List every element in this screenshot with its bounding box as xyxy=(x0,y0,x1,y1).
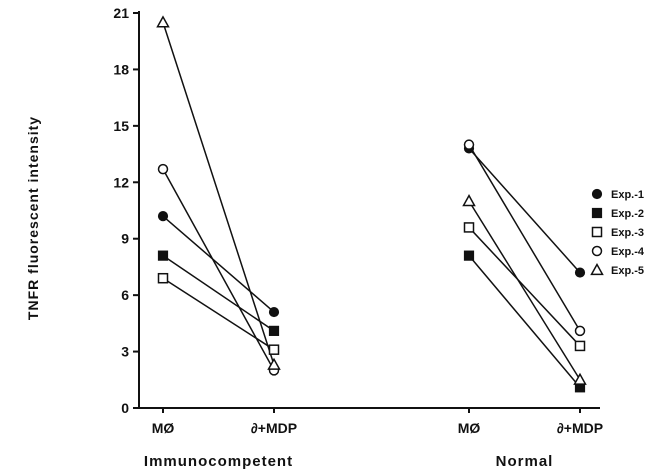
x-category-label: MØ xyxy=(152,420,175,436)
data-point-exp-5 xyxy=(267,357,281,370)
y-tick-label: 18 xyxy=(113,61,129,77)
data-point-exp-4 xyxy=(574,325,586,337)
series-line-exp-1-normal xyxy=(468,147,581,274)
legend-label: Exp.-2 xyxy=(611,208,644,220)
data-point-exp-1 xyxy=(268,306,280,318)
group-label: Normal xyxy=(496,453,554,470)
y-tick-label: 21 xyxy=(113,5,129,21)
series-line-exp-2-immunocompetent xyxy=(162,255,275,332)
y-tick-label: 6 xyxy=(121,287,129,303)
x-category-label: ∂+MDP xyxy=(251,420,297,436)
data-point-exp-1 xyxy=(157,211,169,222)
data-point-exp-3 xyxy=(463,222,475,233)
y-tick-label: 0 xyxy=(121,400,129,416)
x-category-label: MØ xyxy=(458,420,481,436)
y-tick-label: 12 xyxy=(113,174,129,190)
series-line-exp-1-immunocompetent xyxy=(162,215,275,313)
group-label: Immunocompetent xyxy=(144,453,293,470)
data-point-exp-2 xyxy=(463,250,475,261)
y-tick-label: 3 xyxy=(121,344,129,360)
data-point-exp-5 xyxy=(462,194,476,207)
series-lines xyxy=(162,22,581,388)
data-point-exp-3 xyxy=(157,272,169,284)
category-labels: MØ ∂+MDP MØ ∂+MDP xyxy=(152,420,603,436)
legend-label: Exp.-3 xyxy=(611,227,644,239)
series-line-exp-4-immunocompetent xyxy=(162,168,275,371)
data-point-exp-2 xyxy=(157,250,169,261)
data-point-exp-1 xyxy=(574,267,586,278)
data-point-exp-5 xyxy=(156,15,170,28)
data-point-exp-5 xyxy=(573,372,587,385)
legend-label: Exp.-1 xyxy=(611,189,644,201)
y-tick-label: 15 xyxy=(113,118,129,134)
data-point-exp-2 xyxy=(268,325,280,336)
data-point-exp-3 xyxy=(574,340,586,352)
legend-marker-exp-3 xyxy=(591,226,603,238)
series-line-exp-5-normal xyxy=(468,200,581,381)
data-point-exp-4 xyxy=(463,139,475,150)
axes xyxy=(138,11,600,413)
x-category-label: ∂+MDP xyxy=(557,420,603,436)
legend-label: Exp.-4 xyxy=(611,246,645,258)
series-markers xyxy=(156,15,587,393)
legend-marker-exp-2 xyxy=(591,207,603,219)
y-axis-label: TNFR fluorescent intensity xyxy=(25,116,41,320)
series-line-exp-2-normal xyxy=(468,255,581,388)
legend-label: Exp.-5 xyxy=(611,265,644,277)
group-labels: Immunocompetent Normal xyxy=(144,453,554,470)
legend-marker-exp-4 xyxy=(591,245,603,257)
y-ticks: 0 3 6 9 12 15 18 21 xyxy=(113,5,139,416)
data-point-exp-4 xyxy=(157,163,169,175)
data-point-exp-3 xyxy=(268,344,280,355)
legend-marker-exp-1 xyxy=(591,188,603,200)
series-line-exp-5-immunocompetent xyxy=(162,22,275,365)
series-line-exp-4-normal xyxy=(468,144,581,332)
y-tick-label: 9 xyxy=(121,231,129,247)
legend: Exp.-1 Exp.-2 Exp.-3 Exp.-4 Exp.-5 xyxy=(590,188,645,277)
series-line-exp-3-normal xyxy=(468,226,581,347)
legend-marker-exp-5 xyxy=(590,262,604,276)
